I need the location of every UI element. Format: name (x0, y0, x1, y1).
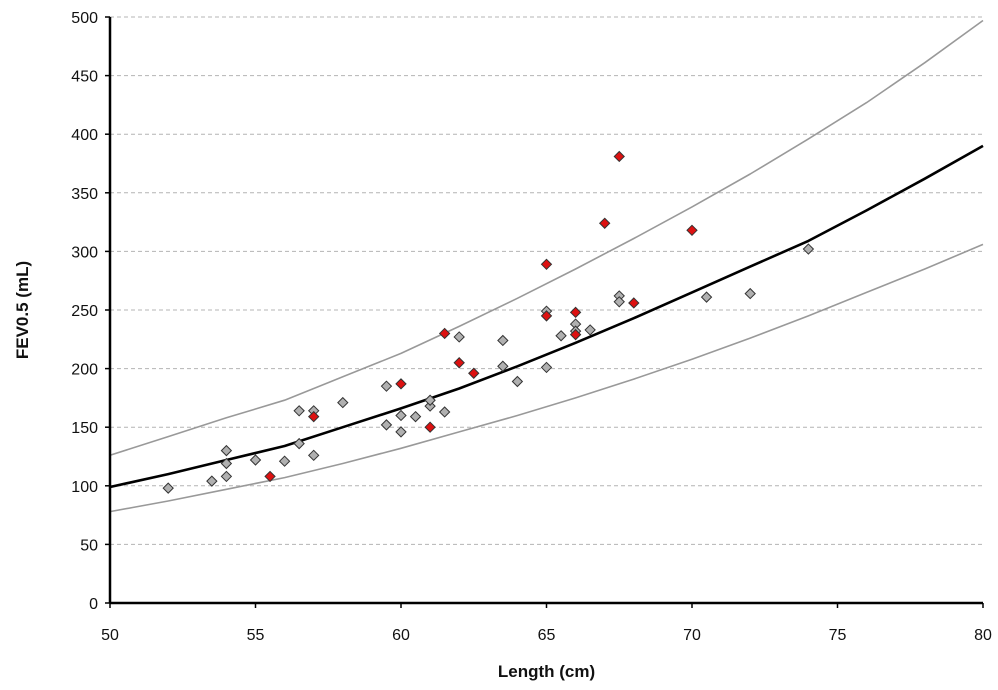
data-point (249, 454, 262, 466)
y-tick-label: 450 (71, 69, 98, 86)
x-axis-title: Length (cm) (498, 662, 595, 681)
data-point (278, 455, 291, 467)
y-tick-label: 500 (71, 10, 98, 27)
curve-lower (109, 243, 984, 513)
data-point (264, 470, 276, 483)
data-point (293, 437, 305, 450)
data-point (540, 361, 553, 374)
data-point (453, 357, 465, 369)
data-point (686, 224, 698, 237)
x-tick-label: 70 (683, 627, 701, 644)
data-point (380, 419, 393, 431)
data-point (497, 334, 509, 347)
y-tick-label: 200 (71, 362, 98, 379)
data-point (162, 482, 174, 494)
x-tick-label: 60 (392, 627, 410, 644)
data-point (409, 410, 422, 423)
data-point (569, 306, 582, 319)
y-tick-labels: 0 50 100 150 200 250 300 350 400 450 500 (71, 10, 98, 613)
data-point (497, 360, 509, 372)
curve-mean (109, 144, 984, 489)
curve-lines (109, 19, 984, 513)
x-tick-labels: 50 55 60 65 70 75 80 (101, 627, 992, 644)
x-tick-label: 80 (974, 627, 992, 644)
gridlines (110, 16, 983, 545)
axes (105, 16, 984, 608)
data-points (162, 150, 815, 494)
data-point (293, 405, 305, 417)
data-point (555, 330, 567, 342)
y-tick-label: 400 (71, 127, 98, 144)
x-tick-label: 55 (247, 627, 265, 644)
data-point (424, 394, 436, 406)
data-point (453, 331, 465, 343)
data-point (395, 409, 407, 422)
data-point (395, 426, 407, 438)
y-tick-label: 50 (80, 537, 98, 554)
data-point (220, 457, 233, 470)
data-point (700, 291, 713, 303)
x-tick-label: 75 (829, 627, 847, 644)
data-point (540, 258, 553, 270)
data-point (424, 400, 436, 412)
y-tick-label: 250 (71, 303, 98, 320)
data-point (598, 217, 611, 229)
data-point (613, 296, 625, 308)
data-point (380, 380, 393, 392)
data-point (206, 475, 218, 487)
y-tick-label: 150 (71, 420, 98, 437)
y-tick-label: 0 (89, 596, 98, 613)
data-point (613, 150, 625, 163)
x-tick-label: 50 (101, 627, 119, 644)
data-point (584, 324, 596, 336)
data-point (438, 406, 451, 418)
data-point (802, 243, 815, 255)
data-point (438, 327, 451, 340)
y-tick-label: 300 (71, 244, 98, 261)
data-point (628, 297, 640, 309)
data-point (540, 310, 553, 322)
data-point (307, 449, 320, 462)
data-point (468, 367, 480, 379)
y-axis-title: FEV0.5 (mL) (13, 261, 32, 359)
data-point (744, 287, 756, 300)
y-tick-label: 100 (71, 479, 98, 496)
data-point (424, 421, 436, 433)
data-point (395, 378, 407, 390)
data-point (511, 375, 524, 388)
data-point (220, 444, 233, 457)
data-point (220, 470, 233, 483)
data-point (337, 396, 349, 409)
data-point (569, 328, 582, 341)
y-tick-label: 350 (71, 186, 98, 203)
x-tick-label: 65 (538, 627, 556, 644)
curve-upper (109, 19, 984, 457)
data-point (307, 410, 320, 423)
